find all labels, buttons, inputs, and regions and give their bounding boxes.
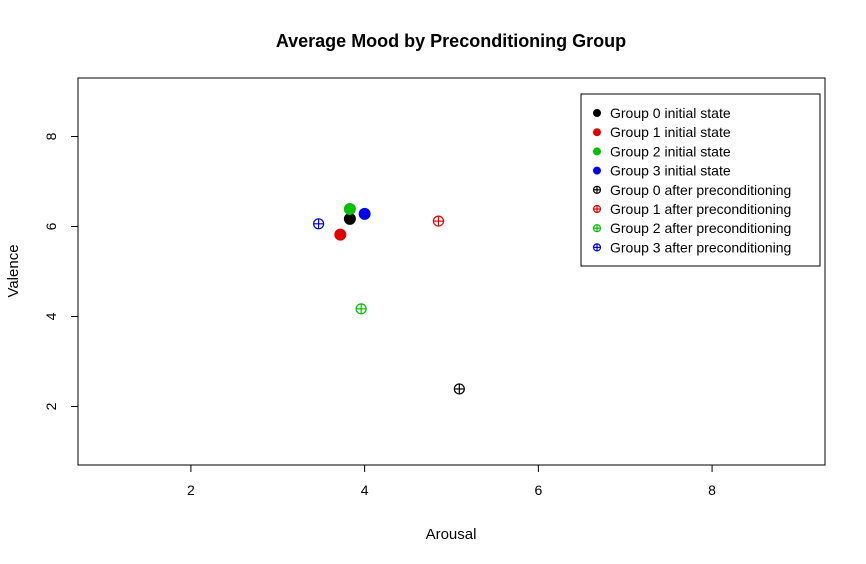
- legend-entry: Group 3 after preconditioning: [610, 239, 791, 255]
- point-group-1: [334, 228, 347, 241]
- x-tick-label: 4: [361, 482, 369, 498]
- y-tick-label: 8: [43, 132, 59, 140]
- legend-entry: Group 0 after preconditioning: [610, 182, 791, 198]
- legend-entry: Group 0 initial state: [610, 105, 731, 121]
- x-tick-label: 6: [534, 482, 542, 498]
- x-tick-label: 8: [708, 482, 716, 498]
- y-tick-label: 2: [43, 402, 59, 410]
- point-group-2: [343, 202, 356, 215]
- y-tick-label: 6: [43, 222, 59, 230]
- legend: Group 0 initial state Group 1 initial sta…: [580, 93, 821, 267]
- y-tick-label: 4: [43, 312, 59, 320]
- legend-marker-5: [592, 204, 602, 214]
- legend-marker-4: [592, 185, 602, 194]
- point-group-5: [432, 215, 445, 227]
- plot-frame: [77, 77, 826, 466]
- point-group-4: [453, 383, 465, 395]
- legend-marker-1: [593, 128, 601, 137]
- legend-entry: Group 1 after preconditioning: [610, 201, 791, 217]
- data-points: [313, 202, 465, 395]
- legend-marker-2: [593, 147, 601, 156]
- point-group-7: [313, 218, 325, 230]
- y-axis: 2 4 6 8: [43, 132, 78, 410]
- legend-marker-3: [593, 166, 601, 175]
- legend-entry: Group 1 initial state: [610, 124, 731, 140]
- legend-box: [580, 93, 821, 267]
- x-tick-label: 2: [187, 482, 195, 498]
- legend-marker-7: [592, 243, 602, 252]
- point-group-0: [343, 212, 356, 225]
- legend-entry: Group 3 initial state: [610, 163, 731, 179]
- chart-title: Average Mood by Preconditioning Group: [276, 31, 626, 51]
- point-group-3: [358, 207, 371, 220]
- x-axis-label: Arousal: [426, 526, 477, 543]
- legend-entry: Group 2 after preconditioning: [610, 220, 791, 236]
- legend-entry: Group 2 initial state: [610, 143, 731, 159]
- legend-marker-6: [592, 224, 602, 233]
- x-axis: 2 4 6 8: [187, 465, 716, 498]
- point-group-6: [355, 303, 367, 315]
- y-axis-label: Valence: [5, 244, 22, 297]
- legend-marker-0: [593, 109, 601, 117]
